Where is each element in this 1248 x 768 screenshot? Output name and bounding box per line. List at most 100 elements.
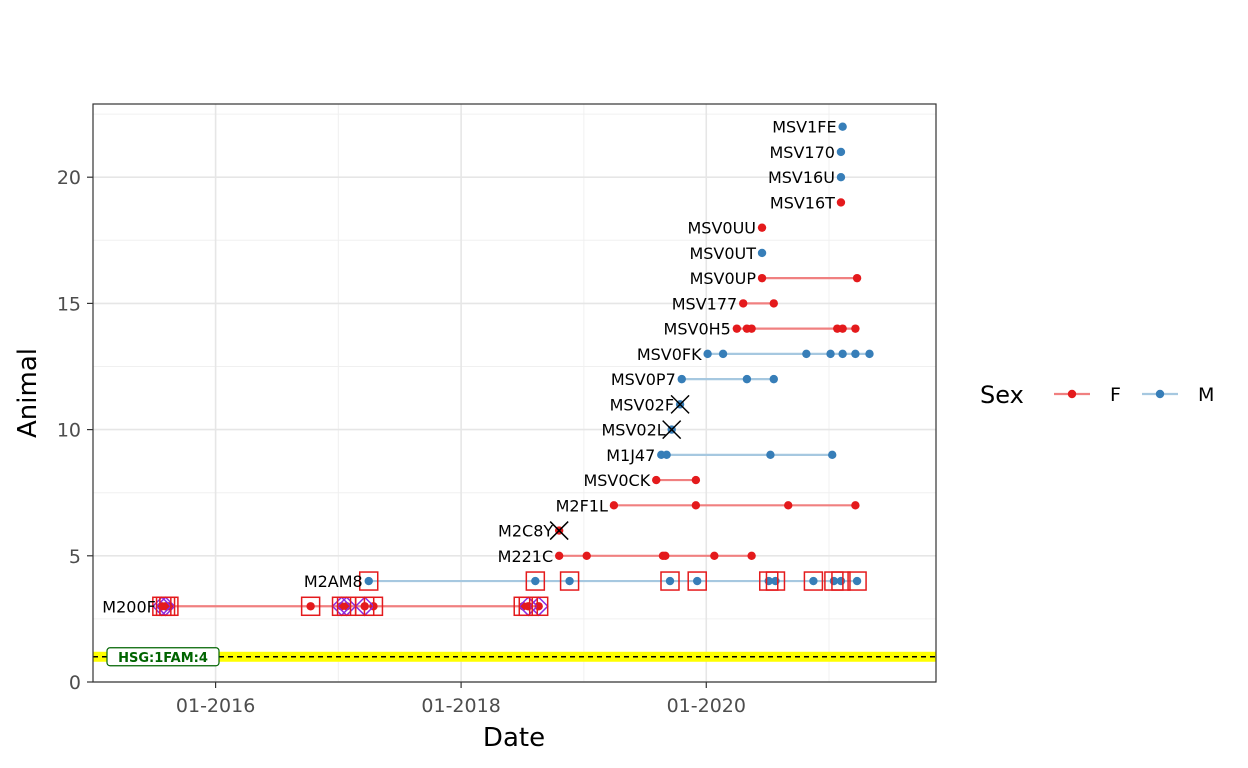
animal-label: M1J47 <box>606 446 655 465</box>
animal-label: MSV16T <box>770 193 835 212</box>
data-point <box>852 273 862 283</box>
data-point <box>757 273 767 283</box>
data-point <box>732 324 742 333</box>
cross-marker <box>670 394 690 414</box>
animal-label: MSV177 <box>672 294 737 313</box>
data-point <box>802 349 811 359</box>
box-marker <box>687 571 707 591</box>
series-M2C8Y: M2C8Y <box>498 521 569 541</box>
animal-label: M221C <box>498 547 554 566</box>
data-point <box>836 172 846 182</box>
data-point <box>851 349 860 359</box>
box-marker <box>518 596 539 617</box>
legend-title: Sex <box>980 381 1024 409</box>
data-point <box>826 349 835 359</box>
animal-label: MSV02L <box>601 421 665 440</box>
data-point <box>784 501 793 510</box>
reference-label-text: HSG:1FAM:4 <box>118 651 208 666</box>
series-MSV0CK: MSV0CK <box>583 471 701 490</box>
legend-entry-M: M <box>1142 384 1214 406</box>
reference-band <box>93 651 936 662</box>
data-point <box>851 501 860 510</box>
animal-label: M2F1L <box>556 496 608 515</box>
panel-background <box>93 104 936 682</box>
animal-label: M2C8Y <box>498 522 553 541</box>
cross-marker <box>662 420 682 440</box>
box-marker <box>559 571 580 591</box>
data-point <box>524 602 533 611</box>
x-tick-label: 01-2018 <box>421 695 500 717</box>
data-point <box>838 349 847 359</box>
legend-label: M <box>1198 384 1214 406</box>
data-point <box>836 198 846 207</box>
data-point <box>661 551 670 560</box>
series-MSV0P7: MSV0P7 <box>611 370 778 389</box>
box-marker <box>363 596 384 617</box>
box-marker <box>803 571 824 591</box>
data-point <box>691 501 701 510</box>
data-point <box>838 324 847 333</box>
y-axis-title: Animal <box>13 348 43 438</box>
box-marker <box>660 571 680 591</box>
series-MSV0UU: MSV0UU <box>688 219 767 238</box>
y-tick-label: 0 <box>69 672 81 694</box>
animal-label: MSV0UP <box>690 269 757 288</box>
data-point <box>836 147 846 157</box>
data-point <box>757 223 767 232</box>
y-tick-label: 5 <box>69 546 81 568</box>
series-MSV02F: MSV02F <box>610 394 690 414</box>
series-M2AM8: M2AM8 <box>304 571 867 591</box>
box-marker <box>159 596 179 617</box>
legend-entry-F: F <box>1054 384 1121 406</box>
data-point <box>534 602 543 611</box>
animal-label: MSV1FE <box>772 118 836 137</box>
data-point <box>677 374 686 384</box>
series-MSV0H5: MSV0H5 <box>664 320 860 339</box>
axes: 01-2016 01-2018 01-2020 0 5 10 15 20 <box>57 103 937 717</box>
animal-label: M200F <box>102 597 156 616</box>
series-M200F: M200F <box>102 596 549 617</box>
series-M1J47: M1J47 <box>606 446 837 465</box>
data-point <box>718 349 728 359</box>
data-point <box>851 324 860 333</box>
data-point <box>665 576 675 586</box>
series-MSV170: MSV170 <box>769 143 846 162</box>
data-point <box>364 576 373 586</box>
data-point <box>865 349 874 359</box>
data-point <box>710 551 719 560</box>
box-marker <box>300 596 321 617</box>
data-point <box>582 551 591 560</box>
animal-label: MSV02F <box>610 395 674 414</box>
cross-marker <box>549 521 569 541</box>
data-point <box>652 475 661 485</box>
data-point <box>609 501 619 510</box>
legend-label: F <box>1110 384 1121 406</box>
data-point <box>565 576 574 586</box>
panel-border <box>92 103 937 683</box>
animal-label: M2AM8 <box>304 572 363 591</box>
series-MSV02L: MSV02L <box>601 420 682 440</box>
box-marker <box>847 571 867 591</box>
data-point <box>766 450 775 460</box>
y-tick-label: 20 <box>57 167 81 189</box>
box-marker <box>765 571 786 591</box>
data-point <box>306 602 315 611</box>
box-marker <box>528 596 549 617</box>
series-MSV0UT: MSV0UT <box>689 244 767 263</box>
data-point <box>739 299 748 308</box>
series-M221C: M221C <box>498 547 756 566</box>
series-MSV16T: MSV16T <box>770 193 846 212</box>
data-point <box>836 576 846 586</box>
data-point <box>531 576 540 586</box>
data-point <box>809 576 818 586</box>
data-point <box>769 299 778 308</box>
data-point <box>747 551 756 560</box>
reference-label: HSG:1FAM:4 <box>106 647 220 667</box>
animal-label: MSV0P7 <box>611 370 676 389</box>
animal-label: MSV170 <box>769 143 834 162</box>
animal-label: MSV0UT <box>689 244 756 263</box>
data-point <box>838 122 847 131</box>
